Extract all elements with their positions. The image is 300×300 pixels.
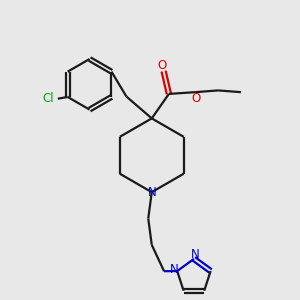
Text: Cl: Cl bbox=[43, 92, 54, 105]
Text: O: O bbox=[157, 58, 167, 72]
Text: N: N bbox=[170, 263, 179, 276]
Text: N: N bbox=[191, 248, 200, 261]
Text: N: N bbox=[147, 186, 156, 199]
Text: O: O bbox=[192, 92, 201, 105]
